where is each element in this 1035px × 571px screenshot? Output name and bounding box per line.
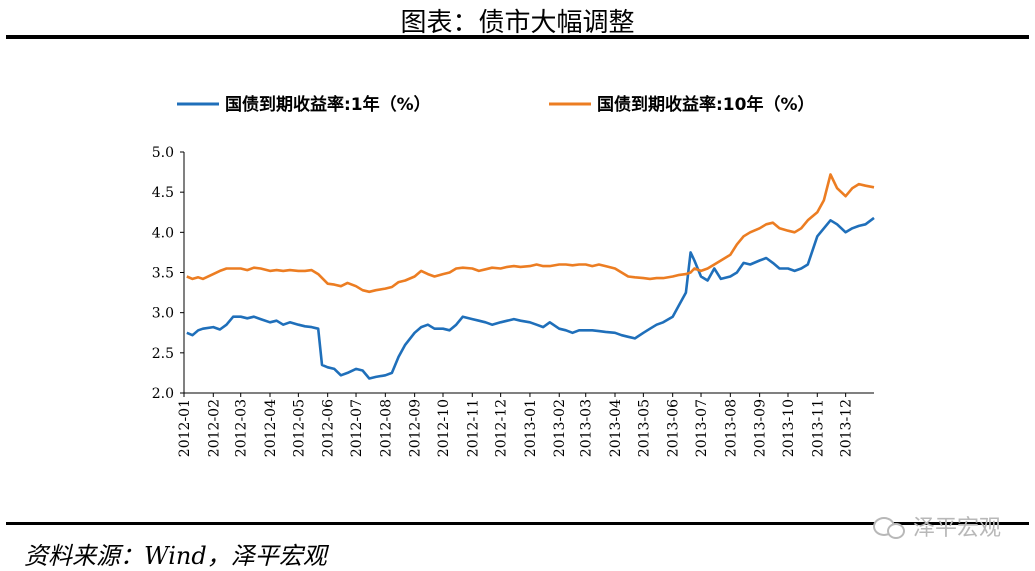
series-line-2 <box>186 173 875 294</box>
x-tick-label: 2013-04 <box>608 399 624 457</box>
x-tick-label: 2012-01 <box>177 399 193 457</box>
x-tick-label: 2012-05 <box>291 399 307 457</box>
x-tick-label: 2013-05 <box>636 399 652 457</box>
chart-axes: 2.0 2.5 3.0 3.5 4.0 4.5 5.0 2012-01 2012-02 2012-… <box>152 145 874 457</box>
x-tick-label: 2013-06 <box>666 399 682 457</box>
bottom-rule <box>6 522 1029 525</box>
x-tick-label: 2012-11 <box>465 399 481 457</box>
wechat-icon <box>872 515 907 539</box>
chart-legend: 国债到期收益率:1年（%） 国债到期收益率:10年（%） <box>177 94 815 115</box>
y-tick-label: 5.0 <box>152 145 174 161</box>
series-line-1 <box>186 216 875 380</box>
x-tick-label: 2012-08 <box>378 399 394 457</box>
page-title: 图表：债市大幅调整 <box>400 8 635 38</box>
y-tick-label: 2.5 <box>152 346 174 362</box>
x-tick-label: 2012-06 <box>321 399 337 457</box>
watermark-text: 泽平宏观 <box>912 516 1001 541</box>
chart-lines <box>186 173 875 380</box>
x-tick-label: 2013-07 <box>694 399 710 457</box>
watermark: 泽平宏观 <box>872 510 1001 542</box>
x-tick-label: 2012-04 <box>263 399 279 457</box>
x-tick-label: 2012-10 <box>436 399 452 457</box>
x-tick-label: 2013-01 <box>523 399 539 457</box>
legend-label-2: 国债到期收益率:10年（%） <box>597 94 815 115</box>
y-tick-label: 3.0 <box>152 306 174 322</box>
y-tick-label: 4.5 <box>152 185 174 201</box>
x-tick-label: 2012-09 <box>408 399 424 457</box>
y-tick-label: 2.0 <box>152 386 174 402</box>
x-tick-label: 2012-03 <box>234 399 250 457</box>
x-tick-label: 2012-07 <box>349 399 365 457</box>
yield-chart: 国债到期收益率:1年（%） 国债到期收益率:10年（%） 2.0 2.5 3.0 3.5… <box>152 94 875 457</box>
x-tick-label: 2013-02 <box>552 399 568 457</box>
source-note: 资料来源：Wind，泽平宏观 <box>24 542 327 570</box>
x-tick-label: 2013-12 <box>839 399 855 457</box>
x-tick-label: 2013-11 <box>810 399 826 457</box>
x-tick-label: 2013-10 <box>781 399 797 457</box>
x-tick-label: 2013-08 <box>723 399 739 457</box>
x-tick-label: 2013-09 <box>753 399 769 457</box>
legend-label-1: 国债到期收益率:1年（%） <box>225 94 431 115</box>
x-tick-label: 2012-02 <box>206 399 222 457</box>
y-tick-label: 3.5 <box>152 266 174 282</box>
top-rule <box>6 35 1029 39</box>
y-tick-label: 4.0 <box>152 225 174 241</box>
x-tick-label: 2013-03 <box>579 399 595 457</box>
x-tick-label: 2012-12 <box>494 399 510 457</box>
